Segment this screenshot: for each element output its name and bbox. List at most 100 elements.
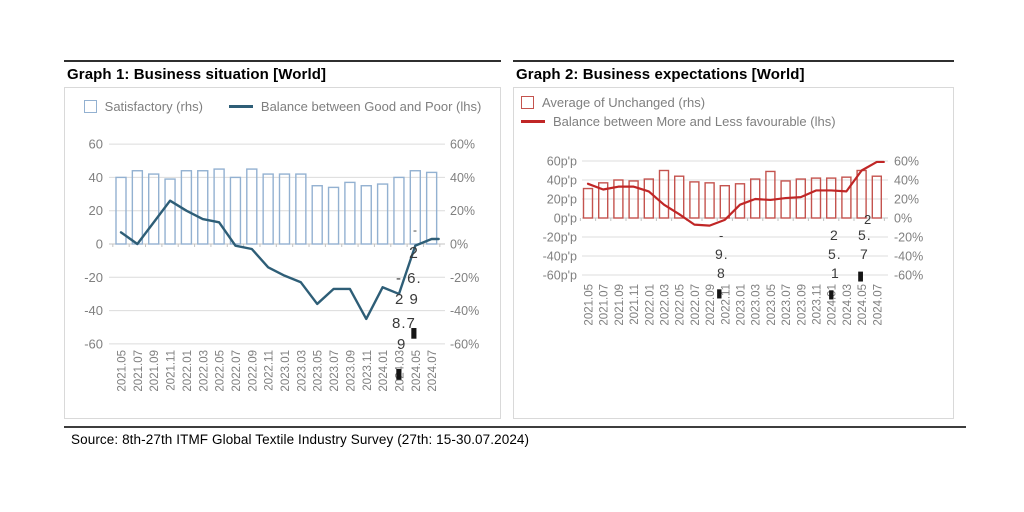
svg-text:▮: ▮ — [410, 324, 419, 340]
svg-text:-20%: -20% — [450, 271, 479, 285]
svg-text:7: 7 — [860, 246, 869, 262]
svg-text:2: 2 — [409, 245, 419, 262]
graph1-panel: Graph 1: Business situation [World] Sati… — [64, 60, 501, 419]
svg-text:2024.03: 2024.03 — [842, 284, 854, 326]
svg-text:-40%: -40% — [894, 250, 923, 264]
svg-text:2: 2 — [864, 212, 872, 227]
legend-label: Satisfactory (rhs) — [104, 99, 203, 114]
svg-text:2 9: 2 9 — [395, 291, 419, 308]
graph2-plot: 60p'p 60% 40p'p 40% 20p'p 20% 0p'p 0% -20p'p -20%… — [543, 155, 924, 326]
svg-text:20: 20 — [89, 203, 103, 218]
svg-text:2023.11: 2023.11 — [362, 350, 374, 391]
graph1-chart-area: Satisfactory (rhs) Balance between Good … — [64, 87, 501, 419]
graph2-panel: Graph 2: Business expectations [World] A… — [513, 60, 954, 419]
graph2-title: Graph 2: Business expectations [World] — [516, 66, 805, 83]
svg-text:2023.09: 2023.09 — [345, 350, 357, 392]
svg-text:2022.01: 2022.01 — [644, 284, 656, 326]
svg-text:2022.09: 2022.09 — [247, 350, 259, 392]
svg-text:-20p'p: -20p'p — [543, 231, 577, 245]
svg-text:2024.01: 2024.01 — [378, 350, 390, 392]
svg-text:2023.07: 2023.07 — [781, 284, 793, 326]
svg-text:2022.07: 2022.07 — [231, 350, 243, 392]
svg-text:▮: ▮ — [716, 286, 724, 300]
svg-text:▮: ▮ — [857, 268, 865, 283]
legend-label: Balance between More and Less favourable… — [553, 114, 836, 129]
svg-text:0p'p: 0p'p — [554, 212, 577, 226]
svg-text:60: 60 — [89, 137, 103, 152]
svg-text:2023.01: 2023.01 — [280, 350, 292, 392]
svg-text:60%: 60% — [450, 138, 475, 152]
source-note: Source: 8th-27th ITMF Global Textile Ind… — [71, 432, 530, 447]
svg-text:2022.11: 2022.11 — [720, 284, 732, 325]
svg-text:2023.11: 2023.11 — [812, 284, 824, 325]
graph1-plot: 60 60% 40 40% 20 20% 0 0% -20 -20% -40 -40% -60 -60% 2… — [84, 137, 479, 392]
svg-text:-60p'p: -60p'p — [543, 269, 577, 283]
svg-text:-: - — [719, 228, 724, 243]
svg-text:2022.11: 2022.11 — [264, 350, 276, 391]
svg-text:2022.05: 2022.05 — [215, 350, 227, 392]
line-swatch-icon — [228, 105, 253, 108]
svg-text:2024.05: 2024.05 — [857, 284, 869, 326]
svg-text:2023.07: 2023.07 — [329, 350, 341, 392]
svg-text:2024.07: 2024.07 — [872, 284, 884, 326]
svg-text:- 6.: - 6. — [396, 270, 422, 287]
svg-text:2022.01: 2022.01 — [182, 350, 194, 392]
svg-text:2023.05: 2023.05 — [766, 284, 778, 326]
svg-text:2023.09: 2023.09 — [796, 284, 808, 326]
svg-text:-60: -60 — [84, 336, 103, 351]
svg-text:2021.05: 2021.05 — [584, 284, 596, 326]
svg-text:2022.07: 2022.07 — [690, 284, 702, 326]
svg-text:2024.07: 2024.07 — [427, 350, 439, 392]
svg-text:-40p'p: -40p'p — [543, 250, 577, 264]
svg-text:2023.03: 2023.03 — [296, 350, 308, 392]
graph1-title: Graph 1: Business situation [World] — [67, 66, 327, 83]
svg-text:5.: 5. — [858, 227, 872, 243]
svg-text:2021.09: 2021.09 — [614, 284, 626, 326]
svg-text:8.7: 8.7 — [392, 315, 416, 332]
svg-text:2021.11: 2021.11 — [629, 284, 641, 325]
svg-text:40: 40 — [89, 170, 103, 185]
svg-text:2022.03: 2022.03 — [660, 284, 672, 326]
bar-swatch-icon — [521, 96, 534, 109]
svg-text:2023.05: 2023.05 — [313, 350, 325, 392]
line-swatch-icon — [521, 120, 545, 123]
svg-text:9.: 9. — [715, 246, 729, 262]
svg-text:2021.05: 2021.05 — [117, 350, 129, 392]
svg-text:8: 8 — [717, 265, 726, 281]
svg-text:2023.01: 2023.01 — [736, 284, 748, 326]
svg-text:-: - — [413, 223, 418, 237]
svg-text:60p'p: 60p'p — [547, 155, 577, 169]
graph1-legend: Satisfactory (rhs) Balance between Good … — [65, 99, 500, 114]
svg-text:2023.03: 2023.03 — [751, 284, 763, 326]
graph2-chart-area: Average of Unchanged (rhs) Balance betwe… — [513, 87, 954, 419]
figure: Graph 1: Business situation [World] Sati… — [64, 60, 966, 447]
chart-panels: Graph 1: Business situation [World] Sati… — [64, 60, 966, 419]
svg-text:2: 2 — [830, 227, 839, 243]
svg-text:▮: ▮ — [395, 365, 404, 381]
svg-text:2021.07: 2021.07 — [133, 350, 145, 392]
svg-text:-60%: -60% — [450, 337, 479, 351]
legend-label: Balance between Good and Poor (lhs) — [260, 99, 482, 114]
svg-text:1: 1 — [831, 265, 840, 281]
legend-item-average-unchanged: Average of Unchanged (rhs) — [521, 95, 705, 110]
legend-item-balance-more-less: Balance between More and Less favourable… — [521, 114, 836, 129]
divider-line — [64, 426, 966, 428]
svg-text:40%: 40% — [894, 174, 919, 188]
svg-text:2021.11: 2021.11 — [166, 350, 178, 391]
svg-text:-20: -20 — [84, 270, 103, 285]
svg-text:2022.05: 2022.05 — [675, 284, 687, 326]
legend-item-satisfactory: Satisfactory (rhs) — [83, 99, 203, 114]
svg-text:5.: 5. — [828, 246, 842, 262]
svg-text:2024.05: 2024.05 — [411, 350, 423, 392]
svg-text:-40%: -40% — [450, 304, 479, 318]
svg-text:2021.07: 2021.07 — [599, 284, 611, 326]
svg-text:2024.01: 2024.01 — [827, 284, 839, 326]
legend-item-balance-good-poor: Balance between Good and Poor (lhs) — [228, 99, 482, 114]
svg-text:-60%: -60% — [894, 269, 923, 283]
svg-text:-20%: -20% — [894, 231, 923, 245]
svg-text:▮: ▮ — [828, 287, 836, 301]
svg-text:2022.03: 2022.03 — [198, 350, 210, 392]
bar-swatch-icon — [83, 100, 97, 113]
svg-text:0%: 0% — [894, 212, 912, 226]
svg-text:2022.09: 2022.09 — [705, 284, 717, 326]
